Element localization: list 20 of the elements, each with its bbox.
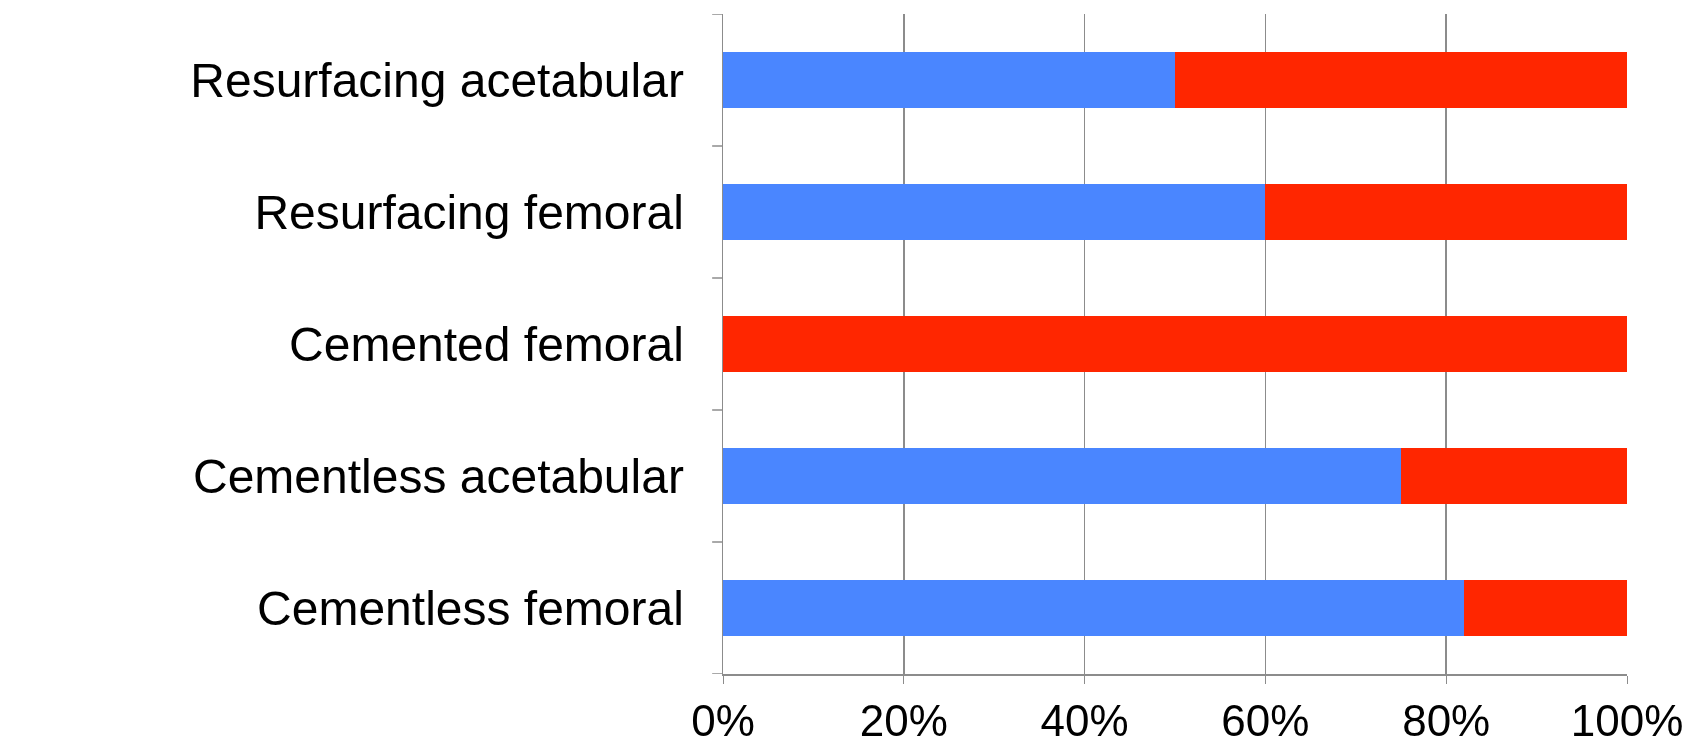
- bar: [723, 580, 1465, 636]
- bar: [723, 184, 1266, 240]
- y-tick-label: Resurfacing acetabular: [190, 53, 684, 107]
- y-tick-label: Cementless acetabular: [192, 449, 684, 503]
- bar: [1175, 52, 1627, 108]
- x-tick-label: 80%: [1402, 696, 1491, 746]
- x-tick-label: 100%: [1570, 696, 1684, 746]
- bar: [723, 448, 1401, 504]
- bar: [723, 316, 1627, 372]
- x-tick-label: 20%: [859, 696, 948, 746]
- bar: [1401, 448, 1627, 504]
- bar: [723, 52, 1175, 108]
- y-tick-label: Cementless femoral: [257, 581, 684, 635]
- y-tick-label: Resurfacing femoral: [254, 185, 684, 239]
- bar: [1464, 580, 1627, 636]
- x-tick-label: 40%: [1040, 696, 1129, 746]
- bar: [1265, 184, 1627, 240]
- x-tick-label: 60%: [1221, 696, 1310, 746]
- y-tick-label: Cemented femoral: [289, 317, 684, 371]
- x-tick-label: 0%: [691, 696, 755, 746]
